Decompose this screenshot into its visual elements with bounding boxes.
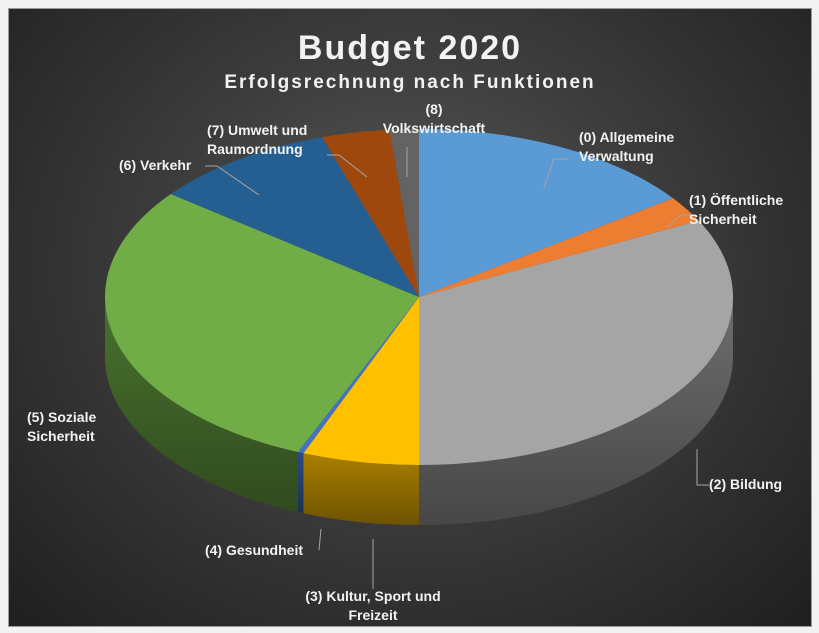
slice-label: (2) Bildung (709, 476, 782, 492)
slice-label-line: (6) Verkehr (119, 157, 192, 173)
chart-subtitle: Erfolgsrechnung nach Funktionen (224, 72, 596, 93)
slice-label-line: (3) Kultur, Sport und (305, 588, 440, 604)
pie-slice (419, 198, 699, 297)
pie-slice (321, 129, 419, 297)
slice-label: (5) Soziale Sicherheit (27, 409, 96, 444)
pie-slice (104, 194, 420, 453)
pie-slice-side-shade (419, 297, 733, 525)
slice-label-line: (7) Umwelt und (207, 122, 307, 138)
slice-label: (1) Öffentliche Sicherheit (689, 192, 783, 227)
pie-slice (419, 220, 733, 465)
leader-line (696, 449, 709, 486)
slice-label: (4) Gesundheit (205, 542, 303, 558)
slice-label: (3) Kultur, Sport und Freizeit (305, 588, 440, 623)
slice-label: (6) Verkehr (119, 157, 192, 173)
slice-label: (7) Umwelt und Raumordnung (207, 122, 307, 157)
slice-label-line: Raumordnung (207, 141, 303, 157)
slice-label-line: Verwaltung (579, 148, 654, 164)
chart-area: Budget 2020 Erfolgsrechnung nach Funktio… (8, 8, 812, 627)
pie-slice-side-shade (105, 297, 298, 513)
pie-slice (389, 129, 419, 297)
leader-line (205, 165, 260, 196)
pie-chart: (0) Allgemeine Verwaltung (1) Öffentliche S… (27, 101, 783, 623)
slice-label-line: Sicherheit (689, 211, 757, 227)
slice-label-line: (5) Soziale (27, 409, 96, 425)
pie-slice (419, 129, 674, 297)
leader-line (543, 158, 569, 188)
leader-line (318, 528, 322, 551)
pie-slice-side-shade (303, 453, 419, 525)
slice-label-line: (8) (425, 101, 442, 117)
chart-title: Budget 2020 (297, 29, 523, 67)
leader-line (666, 214, 694, 228)
slice-label-line: (1) Öffentliche (689, 192, 783, 208)
slice-label-line: Sicherheit (27, 428, 95, 444)
slice-label-line: Volkswirtschaft (383, 120, 486, 136)
pie-slice (303, 297, 419, 465)
pie-slice-side-shade (297, 452, 304, 514)
slice-label: (8) Volkswirtschaft (383, 101, 486, 136)
leader-line (327, 154, 368, 178)
slice-label-line: (0) Allgemeine (579, 129, 674, 145)
slice-label: (0) Allgemeine Verwaltung (579, 129, 674, 164)
slice-label-line: Freizeit (348, 607, 397, 623)
pie-slice (297, 297, 419, 454)
slice-label-line: (4) Gesundheit (205, 542, 303, 558)
slice-label-line: (2) Bildung (709, 476, 782, 492)
